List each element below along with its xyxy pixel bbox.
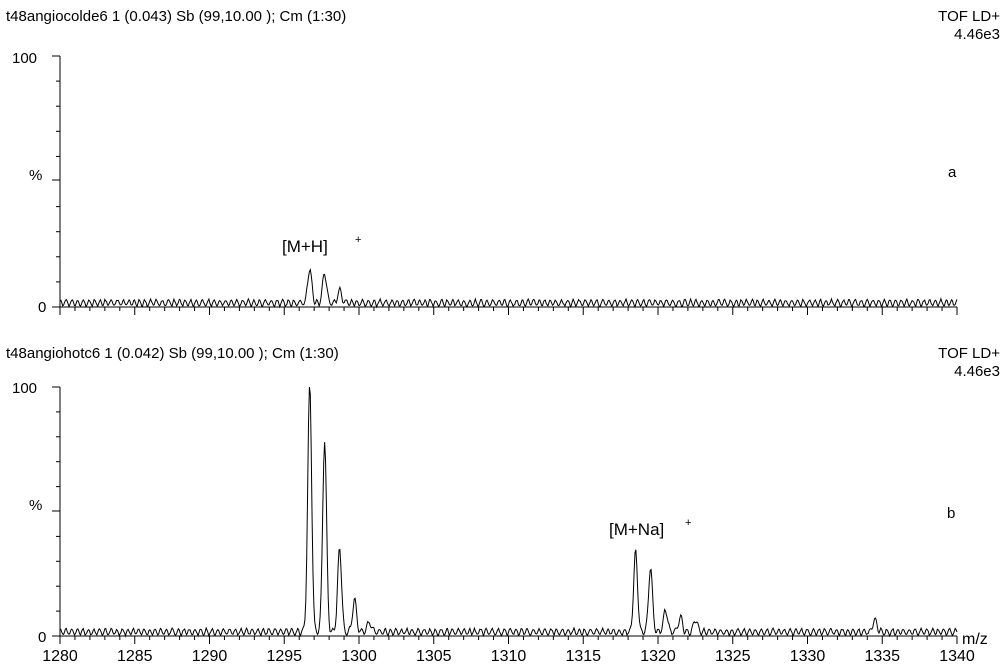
panel-b-annotation-superscript: + (685, 517, 691, 529)
x-tick-label: 1310 (491, 648, 527, 665)
panel-a-peak-annotation: [M+H] + (282, 234, 361, 256)
panel-b-intensity: 4.46e3 (954, 363, 1000, 380)
panel-a-annotation-superscript: + (355, 234, 361, 246)
panel-a-header: t48angiocolde6 1 (0.043) Sb (99,10.00 );… (6, 8, 346, 25)
x-tick-label: 1285 (117, 648, 153, 665)
panel-b-annotation-label: [M+Na] (609, 520, 664, 539)
x-tick-label: 1320 (640, 648, 676, 665)
panel-a-intensity: 4.46e3 (954, 26, 1000, 43)
x-tick-label: 1315 (565, 648, 601, 665)
panel-b-x-ticks (59, 636, 958, 644)
x-tick-label: 1330 (790, 648, 826, 665)
x-tick-label: 1280 (42, 648, 78, 665)
panel-b-spectrum-line (59, 386, 958, 638)
panel-b-ytick-0: 0 (38, 629, 46, 646)
panel-a: t48angiocolde6 1 (0.043) Sb (99,10.00 );… (6, 8, 1000, 316)
panel-a-x-ticks (59, 307, 958, 315)
panel-a-spectrum-line (59, 267, 958, 309)
panel-b-x-axis-title: m/z (962, 631, 988, 648)
panel-b-ytick-100: 100 (12, 380, 37, 397)
x-tick-label: 1300 (341, 648, 377, 665)
panel-b-letter: b (947, 505, 955, 522)
panel-b-x-tick-labels: 1280 1285 1290 1295 1300 1305 1310 1315 1320 1325… (42, 648, 975, 665)
x-tick-label: 1325 (715, 648, 751, 665)
panel-b-header: t48angiohotc6 1 (0.042) Sb (99,10.00 ); … (6, 345, 339, 362)
panel-a-annotation-label: [M+H] (282, 237, 328, 256)
panel-a-ytick-percent: % (29, 167, 42, 184)
panel-a-letter: a (948, 164, 957, 181)
panel-b-mode: TOF LD+ (938, 345, 1000, 362)
panel-a-y-minor-ticks (56, 80, 60, 283)
x-tick-label: 1295 (266, 648, 302, 665)
x-tick-label: 1335 (864, 648, 900, 665)
panel-a-ytick-100: 100 (12, 50, 37, 67)
panel-a-mode: TOF LD+ (938, 8, 1000, 25)
x-tick-label: 1340 (939, 648, 975, 665)
panel-b-ytick-percent: % (29, 497, 42, 514)
panel-a-ytick-0: 0 (38, 299, 46, 316)
panel-b-y-minor-ticks (56, 411, 60, 612)
panel-b: t48angiohotc6 1 (0.042) Sb (99,10.00 ); … (6, 345, 1000, 665)
x-tick-label: 1290 (192, 648, 228, 665)
panel-b-peak-annotation: [M+Na] + (609, 517, 691, 539)
x-tick-label: 1305 (416, 648, 452, 665)
